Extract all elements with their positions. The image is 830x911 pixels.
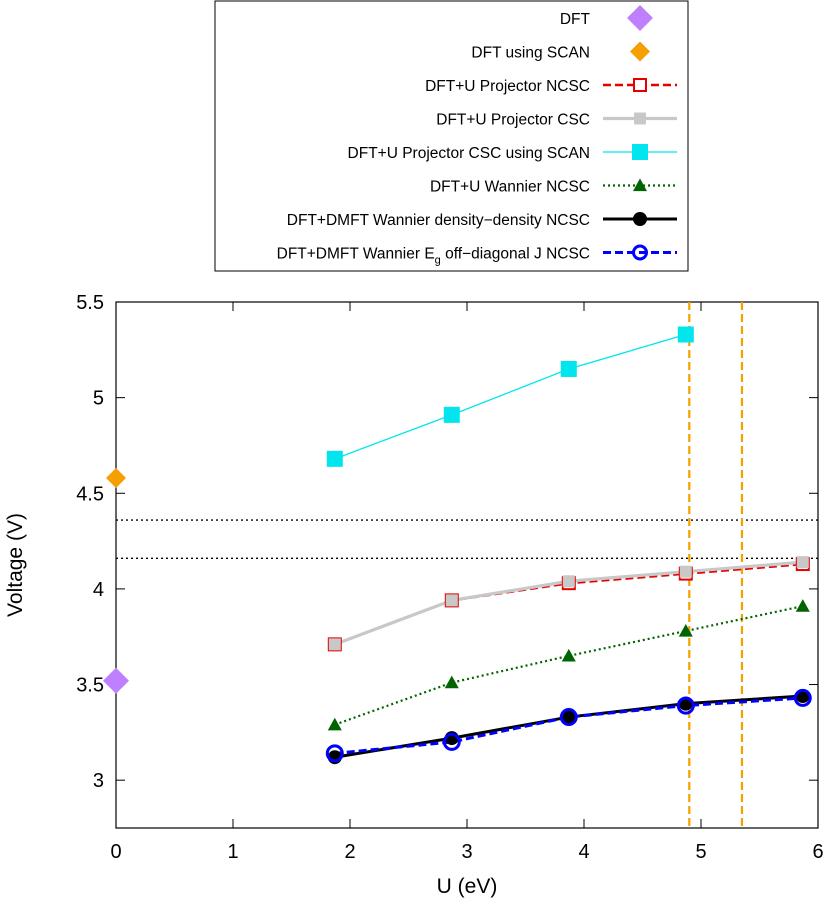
series-line	[334, 333, 686, 460]
data-point-open-circle	[442, 732, 461, 751]
data-point-diamond	[630, 41, 650, 62]
x-axis-label: U (eV)	[437, 875, 498, 898]
y-tick-label: 5.5	[76, 292, 104, 314]
y-tick-label: 4	[93, 579, 104, 601]
data-point-open-square	[633, 78, 647, 92]
legend-label: DFT	[560, 11, 591, 28]
x-tick-label: 6	[812, 841, 823, 863]
series-line	[334, 560, 803, 646]
x-tick-label: 4	[578, 841, 589, 863]
data-point-circle	[633, 212, 647, 226]
data-point-open-circle	[632, 244, 648, 261]
data-point-square	[328, 638, 341, 651]
series-markers-0	[103, 667, 129, 694]
data-point-diamond	[627, 5, 653, 31]
series-markers-2	[327, 557, 810, 652]
legend: DFT DFT using SCAN DFT+U Projector NCSC DFT…	[214, 0, 689, 272]
legend-label: DFT+U Wannier NCSC	[430, 179, 590, 196]
legend-label: DFT+U Projector CSC	[436, 112, 590, 129]
series-markers-1	[106, 467, 126, 488]
data-point-square	[443, 406, 460, 423]
legend-label: DFT+DMFT Wannier Eg off−diagonal J NCSC	[277, 246, 590, 267]
series-line	[334, 694, 803, 759]
series-6	[334, 694, 803, 759]
series-3	[334, 560, 803, 646]
series-markers-7	[325, 688, 812, 763]
data-point-square	[679, 565, 692, 578]
data-point-open-circle	[793, 688, 812, 707]
y-tick-label: 3.5	[76, 675, 104, 697]
series-line	[334, 696, 803, 755]
legend-label-part: off−diagonal J NCSC	[441, 246, 590, 263]
data-point-triangle	[678, 623, 693, 637]
x-tick-label: 1	[227, 841, 238, 863]
plot-frame	[115, 301, 819, 829]
legend-label-subscript: g	[435, 255, 441, 267]
data-point-diamond	[106, 467, 126, 488]
data-point-diamond	[103, 667, 129, 694]
y-tick-label: 4.5	[76, 483, 104, 505]
data-point-triangle	[633, 178, 647, 192]
series-7	[334, 696, 803, 755]
data-point-square	[560, 360, 577, 377]
data-point-triangle	[795, 599, 810, 612]
x-tick-label: 5	[695, 841, 706, 863]
series-4	[334, 333, 686, 460]
data-point-square	[562, 575, 575, 588]
x-tick-label: 2	[344, 841, 355, 863]
legend-label: DFT using SCAN	[471, 45, 590, 62]
plot-area	[334, 333, 804, 759]
legend-box	[214, 0, 689, 272]
data-point-square	[445, 594, 458, 607]
x-tick-label: 0	[110, 841, 121, 863]
y-tick-label: 5	[93, 388, 104, 410]
plot-markers	[103, 326, 812, 765]
data-point-open-circle	[676, 696, 695, 715]
data-point-square	[634, 112, 646, 125]
data-point-square	[632, 144, 648, 160]
data-point-square	[677, 326, 694, 343]
y-axis-label: Voltage (V)	[4, 513, 27, 617]
data-point-circle	[561, 710, 576, 725]
legend-label: DFT+U Projector CSC using SCAN	[348, 145, 590, 162]
x-tick-label: 3	[461, 841, 472, 863]
data-point-square	[796, 556, 809, 569]
series-markers-3	[328, 556, 809, 651]
series-5	[334, 605, 804, 726]
data-point-triangle	[444, 675, 459, 689]
data-point-open-circle	[559, 708, 578, 727]
series-markers-5	[327, 599, 810, 731]
legend-label: DFT+U Projector NCSC	[425, 78, 590, 95]
data-point-triangle	[327, 717, 342, 731]
data-point-triangle	[561, 648, 576, 662]
y-tick-label: 3	[93, 770, 104, 792]
series-line	[334, 605, 804, 726]
legend-label: DFT+DMFT Wannier density−density NCSC	[287, 212, 590, 229]
series-markers-4	[326, 326, 694, 467]
data-point-open-circle	[325, 744, 344, 763]
data-point-square	[326, 450, 343, 467]
legend-label-part: DFT+DMFT Wannier E	[277, 246, 435, 263]
